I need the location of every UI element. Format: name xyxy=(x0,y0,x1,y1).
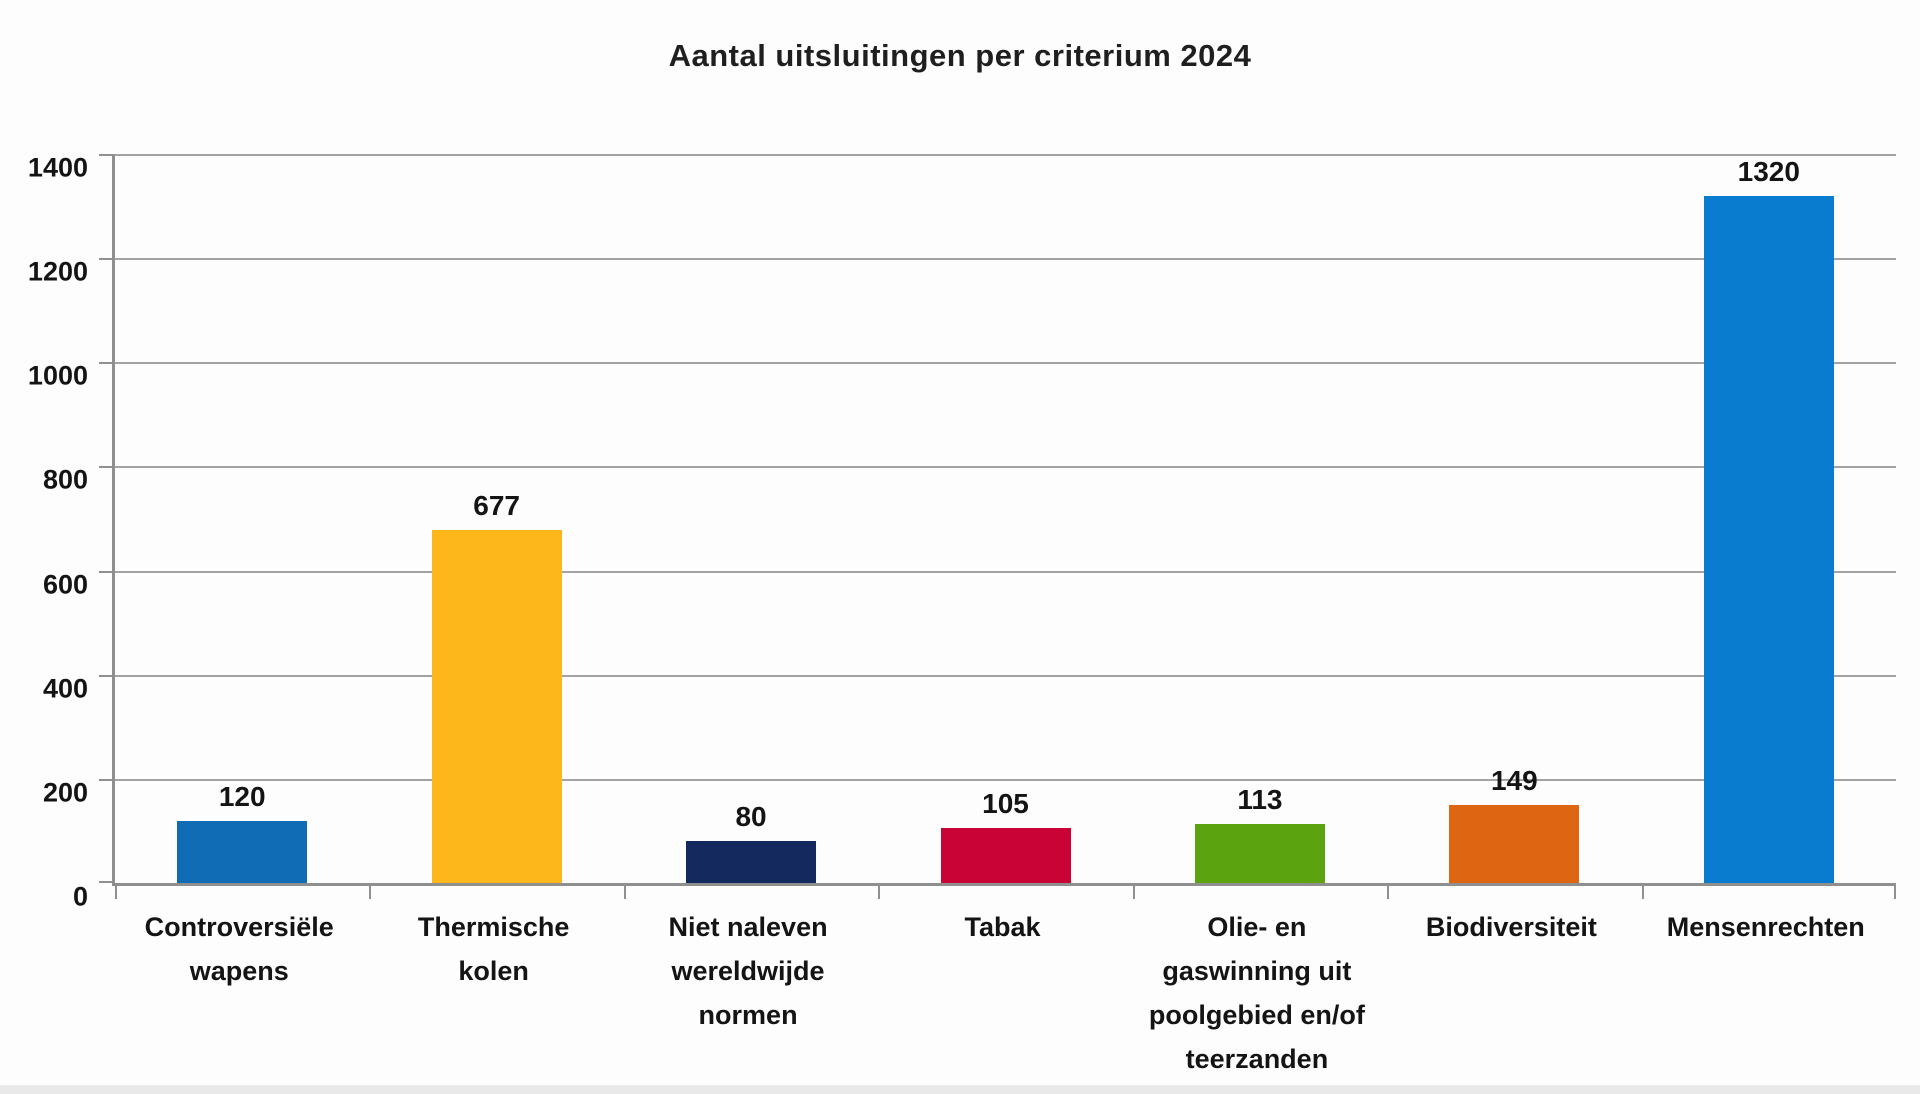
y-axis-tick xyxy=(99,778,112,781)
bar-value-label: 120 xyxy=(218,780,266,812)
y-axis-tick xyxy=(99,881,112,883)
y-tick-label: 600 xyxy=(42,569,88,600)
bar-1 xyxy=(177,820,308,883)
y-tick-label: 1200 xyxy=(27,256,88,287)
y-axis-tick xyxy=(99,674,112,677)
x-axis-tick xyxy=(1132,886,1135,899)
gridline xyxy=(115,674,1896,677)
bar-6 xyxy=(1449,805,1580,883)
gridline xyxy=(115,570,1896,573)
y-axis-tick xyxy=(99,258,112,261)
x-axis-tick xyxy=(878,886,881,899)
gridline xyxy=(115,466,1896,469)
y-axis-tick xyxy=(99,362,112,365)
x-axis-tick xyxy=(1387,886,1390,899)
x-category-label: Controversiële wapens xyxy=(144,912,334,986)
x-category-label: Mensenrechten xyxy=(1666,912,1865,942)
y-tick-label: 800 xyxy=(42,464,88,495)
bar-value-label: 105 xyxy=(982,788,1029,820)
gridline xyxy=(115,778,1896,781)
bar-7 xyxy=(1703,195,1834,883)
x-axis-labels: Controversiële wapens Thermische kolen Nie… xyxy=(112,905,1893,1090)
x-axis-tick xyxy=(623,886,626,899)
bar-5 xyxy=(1194,824,1325,883)
y-tick-label: 200 xyxy=(42,777,88,808)
x-category-label: Niet naleven wereldwijde normen xyxy=(668,912,828,1030)
gridline xyxy=(115,258,1896,261)
bar-value-label: 113 xyxy=(1237,784,1283,816)
x-category-label: Biodiversiteit xyxy=(1425,912,1597,942)
gridline xyxy=(115,154,1896,156)
bottom-strip xyxy=(0,1085,1920,1094)
plot-area: 120 677 80 105 113 149 1320 xyxy=(99,154,1896,899)
bar-2 xyxy=(431,530,562,883)
bar-value-label: 677 xyxy=(473,490,520,522)
y-tick-label: 1000 xyxy=(27,360,88,391)
bar-value-label: 80 xyxy=(735,801,767,833)
x-axis-tick xyxy=(1641,886,1644,899)
x-axis-tick xyxy=(369,886,372,899)
bar-4 xyxy=(940,828,1071,883)
x-category-label: Olie- en gaswinning uit poolgebied en/of… xyxy=(1148,912,1365,1074)
y-tick-label: 0 xyxy=(72,881,88,912)
y-axis-tick xyxy=(99,570,112,573)
bar-value-label: 1320 xyxy=(1737,155,1800,187)
bar-3 xyxy=(686,841,817,883)
y-tick-label: 400 xyxy=(42,673,88,704)
x-category-label: Thermische kolen xyxy=(417,912,570,986)
bar-value-label: 149 xyxy=(1490,765,1538,797)
x-axis-tick xyxy=(1894,886,1896,899)
chart-title: Aantal uitsluitingen per criterium 2024 xyxy=(668,38,1252,73)
x-axis-tick xyxy=(115,886,117,899)
y-axis-tick xyxy=(99,154,112,156)
x-category-label: Tabak xyxy=(964,912,1041,942)
gridline xyxy=(115,362,1896,365)
y-axis-labels: 0 200 400 600 800 1000 1200 1400 xyxy=(0,152,88,912)
y-axis-tick xyxy=(99,466,112,469)
y-tick-label: 1400 xyxy=(27,152,88,183)
